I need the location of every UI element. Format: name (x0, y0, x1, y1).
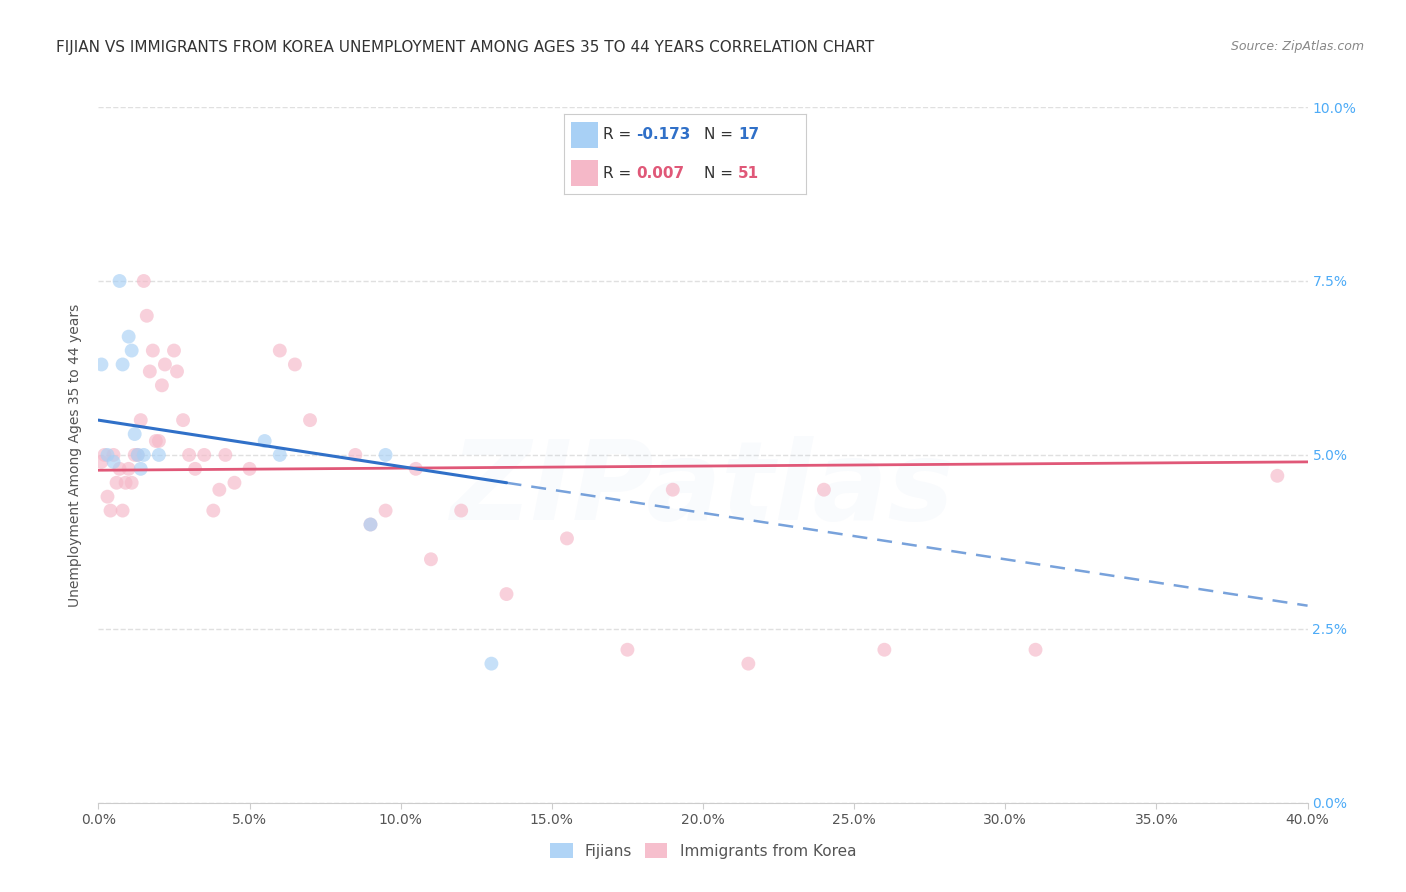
Point (139, 364, 162, 378)
Text: Source: ZipAtlas.com: Source: ZipAtlas.com (1230, 40, 1364, 54)
Point (121, 475, 143, 490)
Point (360, 517, 382, 532)
Point (100, 503, 122, 517)
Point (163, 343, 186, 358)
Point (166, 364, 188, 378)
Point (481, 657, 503, 671)
Point (360, 517, 382, 532)
Point (555, 532, 578, 546)
Point (813, 483, 835, 497)
Point (132, 448, 155, 462)
Point (405, 462, 427, 476)
Point (299, 413, 322, 427)
Text: ZIPatlas: ZIPatlas (451, 436, 955, 543)
Point (90, 455, 112, 469)
Point (118, 329, 141, 343)
Point (374, 503, 396, 517)
Point (135, 309, 157, 323)
Point (111, 503, 134, 517)
Point (90, 358, 112, 372)
Point (96, 448, 118, 462)
Point (153, 358, 176, 372)
Point (737, 657, 759, 671)
Text: FIJIAN VS IMMIGRANTS FROM KOREA UNEMPLOYMENT AMONG AGES 35 TO 44 YEARS CORRELATI: FIJIAN VS IMMIGRANTS FROM KOREA UNEMPLOY… (56, 40, 875, 55)
Point (344, 448, 367, 462)
Point (873, 642, 896, 657)
Point (108, 274, 131, 288)
Y-axis label: Unemployment Among Ages 35 to 44 years: Unemployment Among Ages 35 to 44 years (69, 303, 83, 607)
Point (1267, 468, 1289, 483)
Point (111, 358, 134, 372)
Point (253, 434, 276, 448)
Point (148, 448, 170, 462)
Point (214, 448, 236, 462)
Point (208, 483, 231, 497)
Point (121, 343, 143, 358)
Point (118, 462, 141, 476)
Point (420, 552, 443, 566)
Legend: Fijians, Immigrants from Korea: Fijians, Immigrants from Korea (544, 837, 862, 864)
Point (145, 434, 167, 448)
Point (93, 448, 115, 462)
Point (103, 448, 125, 462)
Point (616, 642, 638, 657)
Point (184, 462, 207, 476)
Point (150, 378, 173, 392)
Point (105, 475, 128, 490)
Point (661, 483, 683, 497)
Point (179, 448, 201, 462)
Point (124, 448, 146, 462)
Point (129, 413, 152, 427)
Point (269, 448, 291, 462)
Point (132, 274, 155, 288)
Point (495, 587, 517, 601)
Point (202, 503, 225, 517)
Point (114, 475, 136, 490)
Point (284, 358, 307, 372)
Point (127, 448, 149, 462)
Point (239, 462, 262, 476)
Point (129, 462, 152, 476)
Point (127, 448, 149, 462)
Point (172, 413, 194, 427)
Point (450, 503, 472, 517)
Point (108, 462, 131, 476)
Point (148, 434, 170, 448)
Point (269, 343, 291, 358)
Point (1024, 642, 1046, 657)
Point (142, 343, 165, 358)
Point (374, 448, 396, 462)
Point (193, 448, 215, 462)
Point (103, 455, 125, 469)
Point (124, 427, 146, 442)
Point (224, 475, 246, 490)
Point (96, 490, 118, 504)
